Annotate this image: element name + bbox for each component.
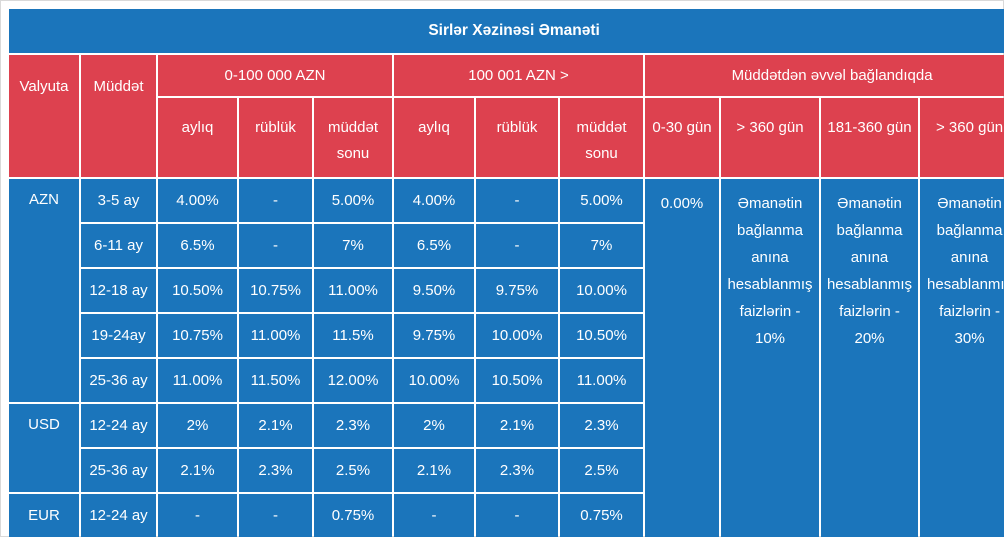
term-cell: 12-24 ay [81, 404, 156, 447]
page-title: Sirlər Xəzinəsi Əmanəti [9, 9, 1004, 53]
table-row: 25-36 ay 2.1% 2.3% 2.5% 2.1% 2.3% 2.5% [9, 449, 1004, 492]
rate-cell: 6.5% [394, 224, 474, 267]
rate-cell: 5.00% [560, 179, 643, 222]
rate-cell: - [239, 179, 312, 222]
subheader-muddet-sonu-1: müddət sonu [314, 98, 392, 177]
early-close-cell-20pct: Əmanətin bağlanma anına hesablanmış faiz… [821, 179, 918, 537]
rate-cell: 11.5% [314, 314, 392, 357]
rate-cell: 10.50% [476, 359, 558, 402]
rate-cell: 0.75% [560, 494, 643, 537]
rate-cell: 2.1% [239, 404, 312, 447]
currency-cell-azn: AZN [9, 179, 79, 402]
col-header-muddet: Müddət [81, 55, 156, 177]
term-cell: 12-18 ay [81, 269, 156, 312]
rate-cell: 11.00% [560, 359, 643, 402]
rate-cell: 4.00% [394, 179, 474, 222]
header-row-subcolumns: aylıq rüblük müddət sonu aylıq rüblük mü… [9, 98, 1004, 177]
subheader-0-30-gun: 0-30 gün [645, 98, 719, 177]
rate-cell: 6.5% [158, 224, 237, 267]
subheader-ayliq-1: aylıq [158, 98, 237, 177]
group-header-early-close: Müddətdən əvvəl bağlandıqda [645, 55, 1004, 96]
subheader-rubluk-1: rüblük [239, 98, 312, 177]
rate-cell: 11.00% [239, 314, 312, 357]
rate-cell: 10.75% [239, 269, 312, 312]
rate-cell: - [158, 494, 237, 537]
rate-cell: 7% [314, 224, 392, 267]
subheader-gt-360-gun-2: > 360 gün [920, 98, 1004, 177]
rate-cell: 12.00% [314, 359, 392, 402]
rate-cell: 4.00% [158, 179, 237, 222]
rate-cell: 2.3% [560, 404, 643, 447]
term-cell: 6-11 ay [81, 224, 156, 267]
table-row: AZN 3-5 ay 4.00% - 5.00% 4.00% - 5.00% 0… [9, 179, 1004, 537]
rate-cell: 11.00% [314, 269, 392, 312]
rate-cell: 7% [560, 224, 643, 267]
rate-cell: 10.50% [560, 314, 643, 357]
rate-cell: - [239, 494, 312, 537]
rate-cell: - [476, 494, 558, 537]
rate-cell: 10.00% [560, 269, 643, 312]
rate-cell: 2% [158, 404, 237, 447]
rate-cell: - [394, 494, 474, 537]
rate-cell: 5.00% [314, 179, 392, 222]
term-cell: 25-36 ay [81, 359, 156, 402]
rate-cell: 10.50% [158, 269, 237, 312]
subheader-rubluk-2: rüblük [476, 98, 558, 177]
rate-cell: 10.00% [394, 359, 474, 402]
rate-cell: 0.75% [314, 494, 392, 537]
group-header-100001-azn: 100 001 AZN > [394, 55, 643, 96]
table-row: 25-36 ay 11.00% 11.50% 12.00% 10.00% 10.… [9, 359, 1004, 402]
currency-cell-eur: EUR [9, 494, 79, 537]
col-header-valyuta: Valyuta [9, 55, 79, 177]
subheader-181-360-gun: 181-360 gün [821, 98, 918, 177]
rate-cell: 10.75% [158, 314, 237, 357]
header-row-groups: Valyuta Müddət 0-100 000 AZN 100 001 AZN… [9, 55, 1004, 177]
deposit-rates-table: Sirlər Xəzinəsi Əmanəti Valyuta Müddət 0… [7, 7, 1004, 539]
term-cell: 19-24ay [81, 314, 156, 357]
group-header-0-100000-azn: 0-100 000 AZN [158, 55, 392, 96]
term-cell: 3-5 ay [81, 179, 156, 222]
rate-cell: - [476, 179, 558, 222]
table-row: USD 12-24 ay 2% 2.1% 2.3% 2% 2.1% 2.3% [9, 404, 1004, 492]
term-cell: 12-24 ay [81, 494, 156, 537]
early-close-cell-0-30: 0.00% [645, 179, 719, 537]
rate-cell: 9.75% [394, 314, 474, 357]
currency-cell-usd: USD [9, 404, 79, 492]
early-close-cell-10pct: Əmanətin bağlanma anına hesablanmış faiz… [721, 179, 819, 537]
rate-cell: - [476, 224, 558, 267]
table-row: EUR 12-24 ay - - 0.75% - - 0.75% [9, 494, 1004, 537]
early-close-cell-30pct: Əmanətin bağlanma anına hesablanmış faiz… [920, 179, 1004, 537]
rate-cell: 9.75% [476, 269, 558, 312]
rate-cell: 10.00% [476, 314, 558, 357]
rate-cell: 2.5% [314, 449, 392, 492]
rate-cell: 11.00% [158, 359, 237, 402]
table-row: 6-11 ay 6.5% - 7% 6.5% - 7% [9, 224, 1004, 267]
rate-cell: 2.1% [476, 404, 558, 447]
subheader-gt-360-gun-1: > 360 gün [721, 98, 819, 177]
subheader-muddet-sonu-2: müddət sonu [560, 98, 643, 177]
rate-cell: 2% [394, 404, 474, 447]
title-row: Sirlər Xəzinəsi Əmanəti [9, 9, 1004, 53]
rate-cell: 2.3% [314, 404, 392, 447]
rate-cell: 2.1% [158, 449, 237, 492]
rate-cell: 11.50% [239, 359, 312, 402]
rate-cell: 2.1% [394, 449, 474, 492]
rate-cell: 2.3% [239, 449, 312, 492]
rate-cell: 9.50% [394, 269, 474, 312]
table-row: 19-24ay 10.75% 11.00% 11.5% 9.75% 10.00%… [9, 314, 1004, 357]
term-cell: 25-36 ay [81, 449, 156, 492]
rate-cell: - [239, 224, 312, 267]
rate-cell: 2.5% [560, 449, 643, 492]
table-row: 12-18 ay 10.50% 10.75% 11.00% 9.50% 9.75… [9, 269, 1004, 312]
rate-cell: 2.3% [476, 449, 558, 492]
subheader-ayliq-2: aylıq [394, 98, 474, 177]
